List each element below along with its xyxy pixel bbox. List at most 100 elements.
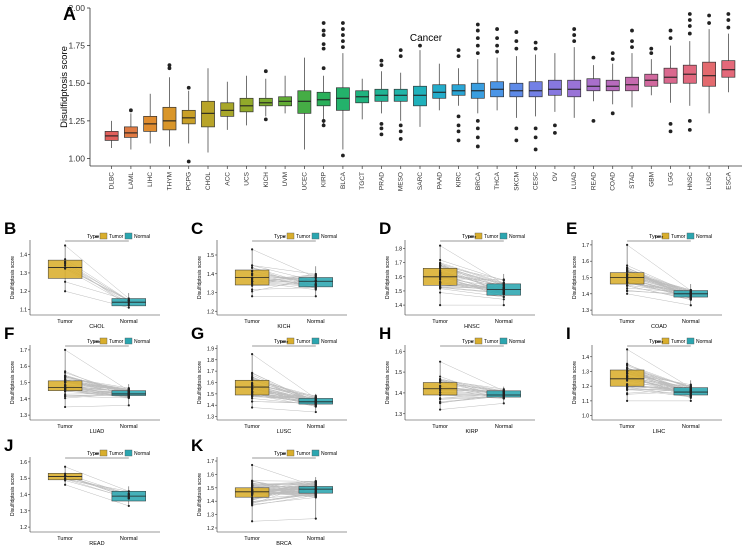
outlier-point <box>398 54 403 59</box>
y-tick-label: 1.4 <box>20 493 27 499</box>
pair-line <box>252 494 316 506</box>
outlier-point <box>475 144 480 149</box>
outlier-point <box>572 39 577 44</box>
legend-title: Type <box>274 339 286 345</box>
normal-point <box>314 403 317 406</box>
outlier-point <box>418 43 422 48</box>
tumor-point <box>251 274 254 277</box>
outlier-point <box>379 63 384 68</box>
panel-label: G <box>191 324 204 343</box>
x-tick-label: TGCT <box>359 172 366 190</box>
outlier-point <box>341 33 345 37</box>
x-group-label: Normal <box>120 424 138 430</box>
outlier-point <box>610 51 615 56</box>
y-tick-label: 1.4 <box>207 403 214 409</box>
cancer-label: LIHC <box>653 429 666 435</box>
panel-label: E <box>566 219 577 238</box>
legend-title: Type <box>87 451 99 457</box>
box-laml <box>124 126 138 138</box>
y-tick-label: 1.4 <box>207 272 214 278</box>
tumor-point <box>439 391 442 394</box>
legend-title: Type <box>462 339 474 345</box>
y-tick-label: 1.5 <box>207 392 214 398</box>
pair-line <box>252 480 316 482</box>
tumor-point <box>251 352 254 356</box>
y-tick-label: 1.2 <box>207 526 214 532</box>
outlier-point <box>514 126 519 131</box>
outlier-point <box>668 129 673 134</box>
y-axis-title: Disulfidptosis score <box>10 256 16 299</box>
x-tick-label: SARC <box>417 172 424 190</box>
box-chol <box>201 100 215 128</box>
x-tick-label: DLBC <box>109 172 116 190</box>
tumor-point <box>64 465 67 468</box>
box-kirp <box>316 91 331 107</box>
x-group-label: Tumor <box>244 424 260 430</box>
box-lgg <box>663 67 678 84</box>
box-thym <box>162 106 177 131</box>
x-tick-label: PCPG <box>186 172 193 190</box>
x-group-label: Normal <box>120 536 138 542</box>
legend-label: Tumor <box>484 339 499 345</box>
legend-swatch-normal <box>124 337 133 345</box>
y-tick-label: 1.3 <box>207 291 214 297</box>
x-group-label: Tumor <box>57 536 73 542</box>
y-tick-label: 1.2 <box>207 309 214 315</box>
tumor-point <box>64 377 67 380</box>
tumor-point <box>439 360 442 363</box>
x-group-label: Tumor <box>57 319 73 325</box>
legend-swatch-normal <box>311 337 320 345</box>
y-tick-label: 1.7 <box>582 243 589 249</box>
normal-point <box>502 295 505 298</box>
tumor-point <box>626 292 629 295</box>
x-group-label: Normal <box>682 424 700 430</box>
tumor-point <box>439 258 442 262</box>
pair-line <box>252 493 316 502</box>
outlier-point <box>687 127 692 132</box>
outlier-point <box>398 137 403 141</box>
normal-point <box>314 272 317 276</box>
pair-line <box>440 403 504 410</box>
normal-point <box>127 297 130 300</box>
outlier-point <box>514 39 519 44</box>
legend-swatch-tumor <box>286 337 295 345</box>
panel-g: G Type Tumor Normal 1.3 1.4 1.5 1.6 1.7 1.8 1.9 Dis… <box>191 324 347 435</box>
panel-label: H <box>379 324 391 343</box>
pair-line <box>440 288 504 298</box>
tumor-point <box>64 483 67 486</box>
cancer-label: KIRP <box>466 429 479 435</box>
tumor-point <box>626 382 629 386</box>
signif-label: ** <box>282 453 287 459</box>
y-axis-title: Disulfidptosis score <box>572 361 578 404</box>
panel-label: C <box>191 219 203 238</box>
x-tick-label: UCS <box>244 171 251 185</box>
legend-label: Normal <box>134 234 150 240</box>
box-coad <box>605 79 620 92</box>
outlier-point <box>321 66 326 71</box>
legend-label: Tumor <box>671 339 686 345</box>
pair-line <box>65 405 129 408</box>
y-tick-label: 1.6 <box>20 460 27 466</box>
outlier-point <box>726 25 731 30</box>
tumor-point <box>251 488 254 491</box>
y-tick-label: 1.3 <box>207 513 214 519</box>
x-tick-label: CESC <box>533 172 540 190</box>
y-tick-label: 1.4 <box>582 292 589 298</box>
outlier-point <box>475 135 480 140</box>
tumor-point <box>251 284 254 287</box>
pair-line <box>252 407 316 413</box>
normal-point <box>502 293 505 296</box>
outlier-point <box>687 12 692 16</box>
x-group-label: Normal <box>495 319 513 325</box>
normal-point <box>689 297 692 300</box>
tumor-point <box>439 287 442 290</box>
outlier-point <box>514 46 519 51</box>
tumor-point <box>64 383 67 386</box>
signif-label: ** <box>95 236 100 242</box>
outlier-point <box>591 118 596 123</box>
tumor-point <box>64 267 67 270</box>
outlier-point <box>379 121 384 126</box>
normal-point <box>127 298 130 302</box>
tumor-point <box>439 271 442 274</box>
y-tick-label: 1.7 <box>395 261 402 267</box>
